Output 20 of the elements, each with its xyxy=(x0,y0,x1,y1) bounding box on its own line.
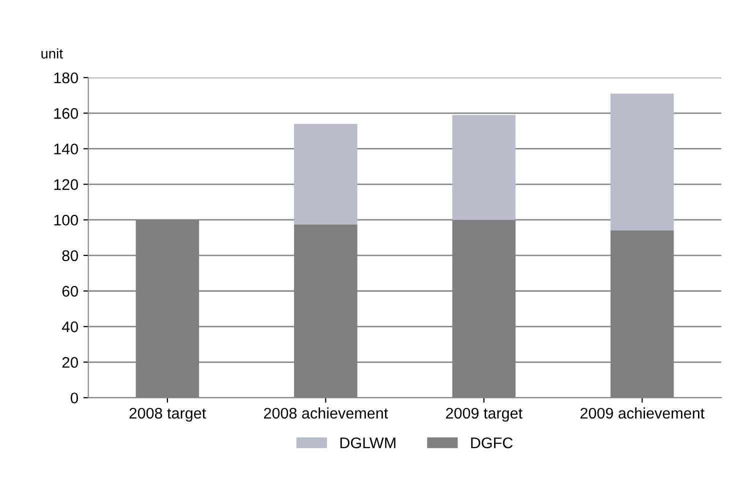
y-tick-label: 0 xyxy=(70,392,78,404)
y-tick-label: 40 xyxy=(62,321,78,332)
x-tick-label: 2008 achievement xyxy=(264,407,388,419)
y-tick-label: 80 xyxy=(62,250,78,262)
y-axis-title: unit xyxy=(42,48,63,59)
legend-label: DGFC xyxy=(471,437,513,448)
x-tick-label: 2008 target xyxy=(130,408,206,422)
y-tick-label: 160 xyxy=(54,108,78,119)
y-tick-label: 120 xyxy=(54,179,78,190)
y-tick-label: 140 xyxy=(54,144,78,154)
y-tick-label: 100 xyxy=(54,214,78,226)
legend-label: DGLWM xyxy=(340,437,396,448)
y-tick-label: 180 xyxy=(54,72,78,84)
y-tick-label: 60 xyxy=(62,286,78,297)
x-tick-label: 2009 achievement xyxy=(580,407,704,419)
y-tick-label: 20 xyxy=(62,357,78,368)
bar xyxy=(294,124,358,224)
bar xyxy=(610,94,674,231)
bar xyxy=(452,114,516,220)
x-tick-label: 2009 target xyxy=(446,408,522,422)
